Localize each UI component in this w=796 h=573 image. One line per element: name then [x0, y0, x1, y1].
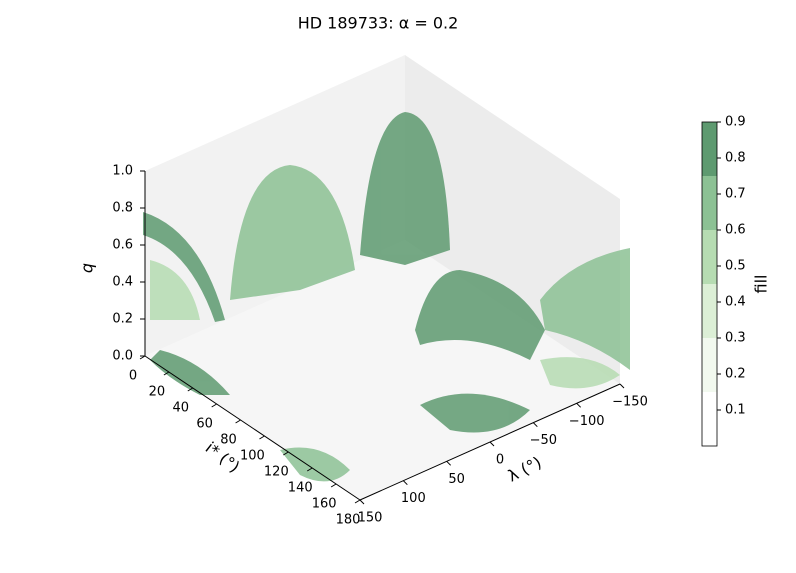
x-tick-label: 40 [173, 401, 190, 416]
floor-patch [540, 357, 620, 389]
colorbar-band [702, 392, 717, 446]
colorbar-band [702, 284, 717, 338]
y-tick [619, 383, 625, 389]
colorbar-tick-label: 0.3 [725, 331, 746, 346]
y-tick-label: 150 [358, 511, 383, 526]
colorbar-tick-label: 0.6 [725, 223, 746, 238]
colorbar-tick-label: 0.7 [725, 187, 746, 202]
colorbar-tick-label: 0.1 [725, 403, 746, 418]
z-tick-label: 0.6 [112, 238, 133, 253]
y-tick-label: 0 [496, 453, 504, 468]
x-tick-label: 0 [129, 369, 137, 384]
x-axis-line [144, 355, 361, 501]
z-tick-label: 0.4 [112, 275, 133, 290]
y-tick [532, 422, 538, 428]
y-tick-label: −150 [612, 395, 648, 410]
y-tick [576, 402, 582, 408]
colorbar-tick-label: 0.8 [725, 151, 746, 166]
axes: 0.00.20.40.60.81.00204060801001201401601… [112, 164, 648, 528]
wall-arch [360, 112, 450, 265]
wall-arch [230, 165, 355, 300]
x-tick-label: 80 [220, 433, 237, 448]
z-tick-label: 0.8 [112, 201, 133, 216]
x-tick [306, 467, 313, 472]
x-tick [259, 435, 265, 440]
x-tick [211, 403, 217, 408]
z-tick-label: 0.0 [112, 349, 133, 364]
y-tick [402, 480, 408, 486]
y-tick [446, 460, 452, 466]
wall-arch [415, 270, 545, 360]
x-tick-label: 160 [312, 497, 337, 512]
colorbar: 0.1 0.2 0.3 0.4 0.5 0.6 0.7 0.8 0.9 [701, 115, 746, 447]
y-tick-label: 100 [401, 491, 426, 506]
x-tick-label: 180 [336, 513, 361, 528]
x-tick-label: 120 [264, 465, 289, 480]
wall-arch [540, 248, 630, 370]
colorbar-tick-label: 0.4 [725, 295, 746, 310]
floor-patch [420, 393, 530, 433]
x-tick [187, 387, 194, 392]
x-tick-label: 140 [288, 481, 313, 496]
z-axis-label: q [78, 263, 97, 273]
y-tick-label: 50 [448, 472, 465, 487]
x-tick-label: 100 [240, 449, 265, 464]
colorbar-tick-label: 0.9 [725, 115, 746, 130]
colorbar-band [702, 230, 717, 284]
x-tick [283, 451, 289, 456]
colorbar-band [702, 338, 717, 392]
z-tick-label: 0.2 [112, 312, 133, 327]
y-axis-label: λ (°) [505, 453, 545, 486]
x-tick [139, 355, 146, 360]
surfaces [143, 112, 630, 482]
y-tick-label: −50 [530, 433, 557, 448]
y-tick-label: −100 [569, 414, 605, 429]
x-tick [330, 483, 337, 488]
y-tick [359, 499, 365, 505]
floor-patch [280, 447, 350, 482]
colorbar-frame [701, 121, 718, 447]
x-tick [354, 499, 361, 504]
y-tick [489, 441, 495, 447]
x-tick-label: 20 [149, 385, 166, 400]
wall-patch [150, 260, 200, 320]
colorbar-band [702, 122, 717, 176]
x-tick [235, 419, 241, 424]
colorbar-band [702, 176, 717, 230]
x-tick [163, 371, 170, 376]
wall-arch [143, 212, 225, 322]
floor-patch [150, 350, 230, 395]
colorbar-tick-label: 0.5 [725, 259, 746, 274]
colorbar-tick-label: 0.2 [725, 367, 746, 382]
colorbar-label: fill [752, 275, 771, 294]
chart-title: HD 189733: α = 0.2 [298, 14, 459, 33]
x-tick-label: 60 [196, 417, 213, 432]
z-tick-label: 1.0 [112, 164, 133, 179]
